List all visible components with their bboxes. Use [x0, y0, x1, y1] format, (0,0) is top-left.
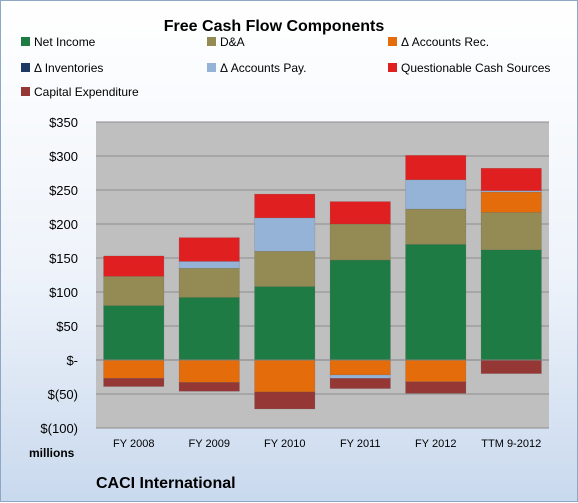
- y-tick-label: $(100): [40, 421, 78, 436]
- bar-segment: [480, 359, 542, 374]
- bar-segment: [178, 261, 240, 269]
- x-tick-label: FY 2012: [415, 438, 456, 450]
- y-tick-label: $50: [56, 319, 78, 334]
- bar-segment: [329, 359, 391, 376]
- bar-segment: [254, 193, 316, 219]
- plot-area: [96, 122, 549, 428]
- y-tick-label: $(50): [48, 387, 78, 402]
- bar-segment: [254, 286, 316, 361]
- y-tick-label: $250: [49, 183, 78, 198]
- legend-swatch: [21, 87, 30, 96]
- chart-title: Free Cash Flow Components: [164, 18, 385, 35]
- bar-segment: [178, 382, 240, 392]
- company-name: CACI International: [96, 475, 236, 492]
- legend-swatch: [207, 63, 216, 72]
- bar-segment: [103, 378, 165, 387]
- bar-segment: [480, 167, 542, 191]
- bar-segment: [178, 359, 240, 383]
- legend-swatch: [388, 37, 397, 46]
- bar-segment: [405, 359, 467, 383]
- y-tick-label: $300: [49, 149, 78, 164]
- legend-label: Net Income: [34, 35, 96, 49]
- bar-segment: [405, 155, 467, 181]
- legend-label: D&A: [220, 35, 245, 49]
- bar-segment: [329, 374, 391, 379]
- bar-segment: [329, 223, 391, 261]
- legend-swatch: [21, 63, 30, 72]
- bar-segment: [405, 208, 467, 245]
- y-tick-label: $-: [66, 353, 78, 368]
- unit-label: millions: [29, 446, 75, 460]
- x-tick-label: TTM 9-2012: [481, 438, 541, 450]
- x-tick-label: FY 2011: [340, 438, 381, 450]
- legend-label: Capital Expenditure: [34, 85, 139, 99]
- bar-segment: [103, 276, 165, 306]
- legend-label: Δ Inventories: [34, 61, 103, 75]
- bar-segment: [480, 212, 542, 251]
- bar-segment: [178, 267, 240, 298]
- y-tick-label: $200: [49, 217, 78, 232]
- bar-segment: [178, 237, 240, 262]
- y-axis: $(100) $(50) $- $50 $100 $150 $200 $250 $300 $350: [40, 115, 78, 436]
- x-tick-label: FY 2008: [113, 438, 154, 450]
- bar-segment: [480, 191, 542, 213]
- bar-segment: [254, 250, 316, 287]
- bar-segment: [329, 201, 391, 225]
- legend-swatch: [207, 37, 216, 46]
- bar-segment: [329, 259, 391, 361]
- x-tick-label: FY 2009: [189, 438, 230, 450]
- x-axis: FY 2008 FY 2009 FY 2010 FY 2011 FY 2012 TTM 9…: [113, 438, 541, 450]
- bar-segment: [254, 217, 316, 252]
- legend-label: Δ Accounts Rec.: [401, 35, 489, 49]
- legend-label: Questionable Cash Sources: [401, 61, 550, 75]
- x-tick-label: FY 2010: [264, 438, 305, 450]
- bar-segment: [405, 381, 467, 394]
- bar-segment: [178, 297, 240, 361]
- bar-segment: [480, 249, 542, 361]
- legend: Net Income D&A Δ Accounts Rec. Δ Inventorie…: [21, 35, 550, 99]
- y-tick-label: $150: [49, 251, 78, 266]
- bar-segment: [405, 244, 467, 361]
- bar-segment: [254, 359, 316, 393]
- legend-swatch: [21, 37, 30, 46]
- bar-segment: [254, 391, 316, 410]
- y-tick-label: $350: [49, 115, 78, 130]
- bar-segment: [405, 179, 467, 210]
- bar-segment: [103, 359, 165, 379]
- bar-segment: [103, 305, 165, 361]
- y-tick-label: $100: [49, 285, 78, 300]
- bar-segment: [329, 378, 391, 389]
- legend-swatch: [388, 63, 397, 72]
- legend-label: Δ Accounts Pay.: [220, 61, 307, 75]
- bars: [103, 155, 542, 410]
- bar-segment: [103, 255, 165, 277]
